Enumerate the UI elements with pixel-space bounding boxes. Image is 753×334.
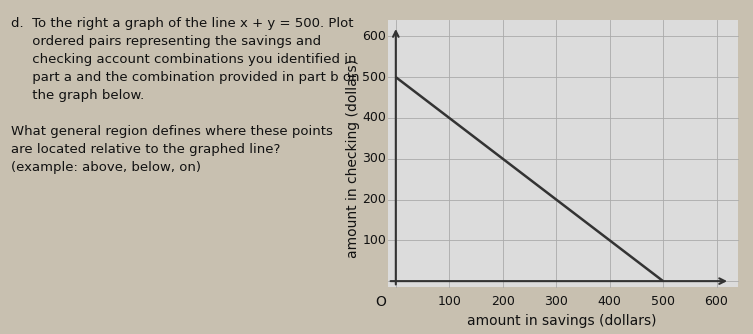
Text: 300: 300 <box>362 152 386 165</box>
Text: 400: 400 <box>362 112 386 125</box>
Text: 100: 100 <box>437 295 461 308</box>
Text: O: O <box>375 295 386 309</box>
Text: 100: 100 <box>362 234 386 247</box>
Text: 300: 300 <box>544 295 568 308</box>
Text: 500: 500 <box>651 295 675 308</box>
Text: amount in checking (dollars): amount in checking (dollars) <box>346 59 360 258</box>
Text: amount in savings (dollars): amount in savings (dollars) <box>467 314 657 328</box>
Text: 200: 200 <box>362 193 386 206</box>
Text: 400: 400 <box>598 295 621 308</box>
Text: 600: 600 <box>705 295 728 308</box>
Text: 200: 200 <box>491 295 514 308</box>
Text: d.  To the right a graph of the line x + y = 500. Plot
     ordered pairs repres: d. To the right a graph of the line x + … <box>11 17 359 174</box>
Text: 500: 500 <box>362 71 386 84</box>
Text: 600: 600 <box>362 30 386 43</box>
